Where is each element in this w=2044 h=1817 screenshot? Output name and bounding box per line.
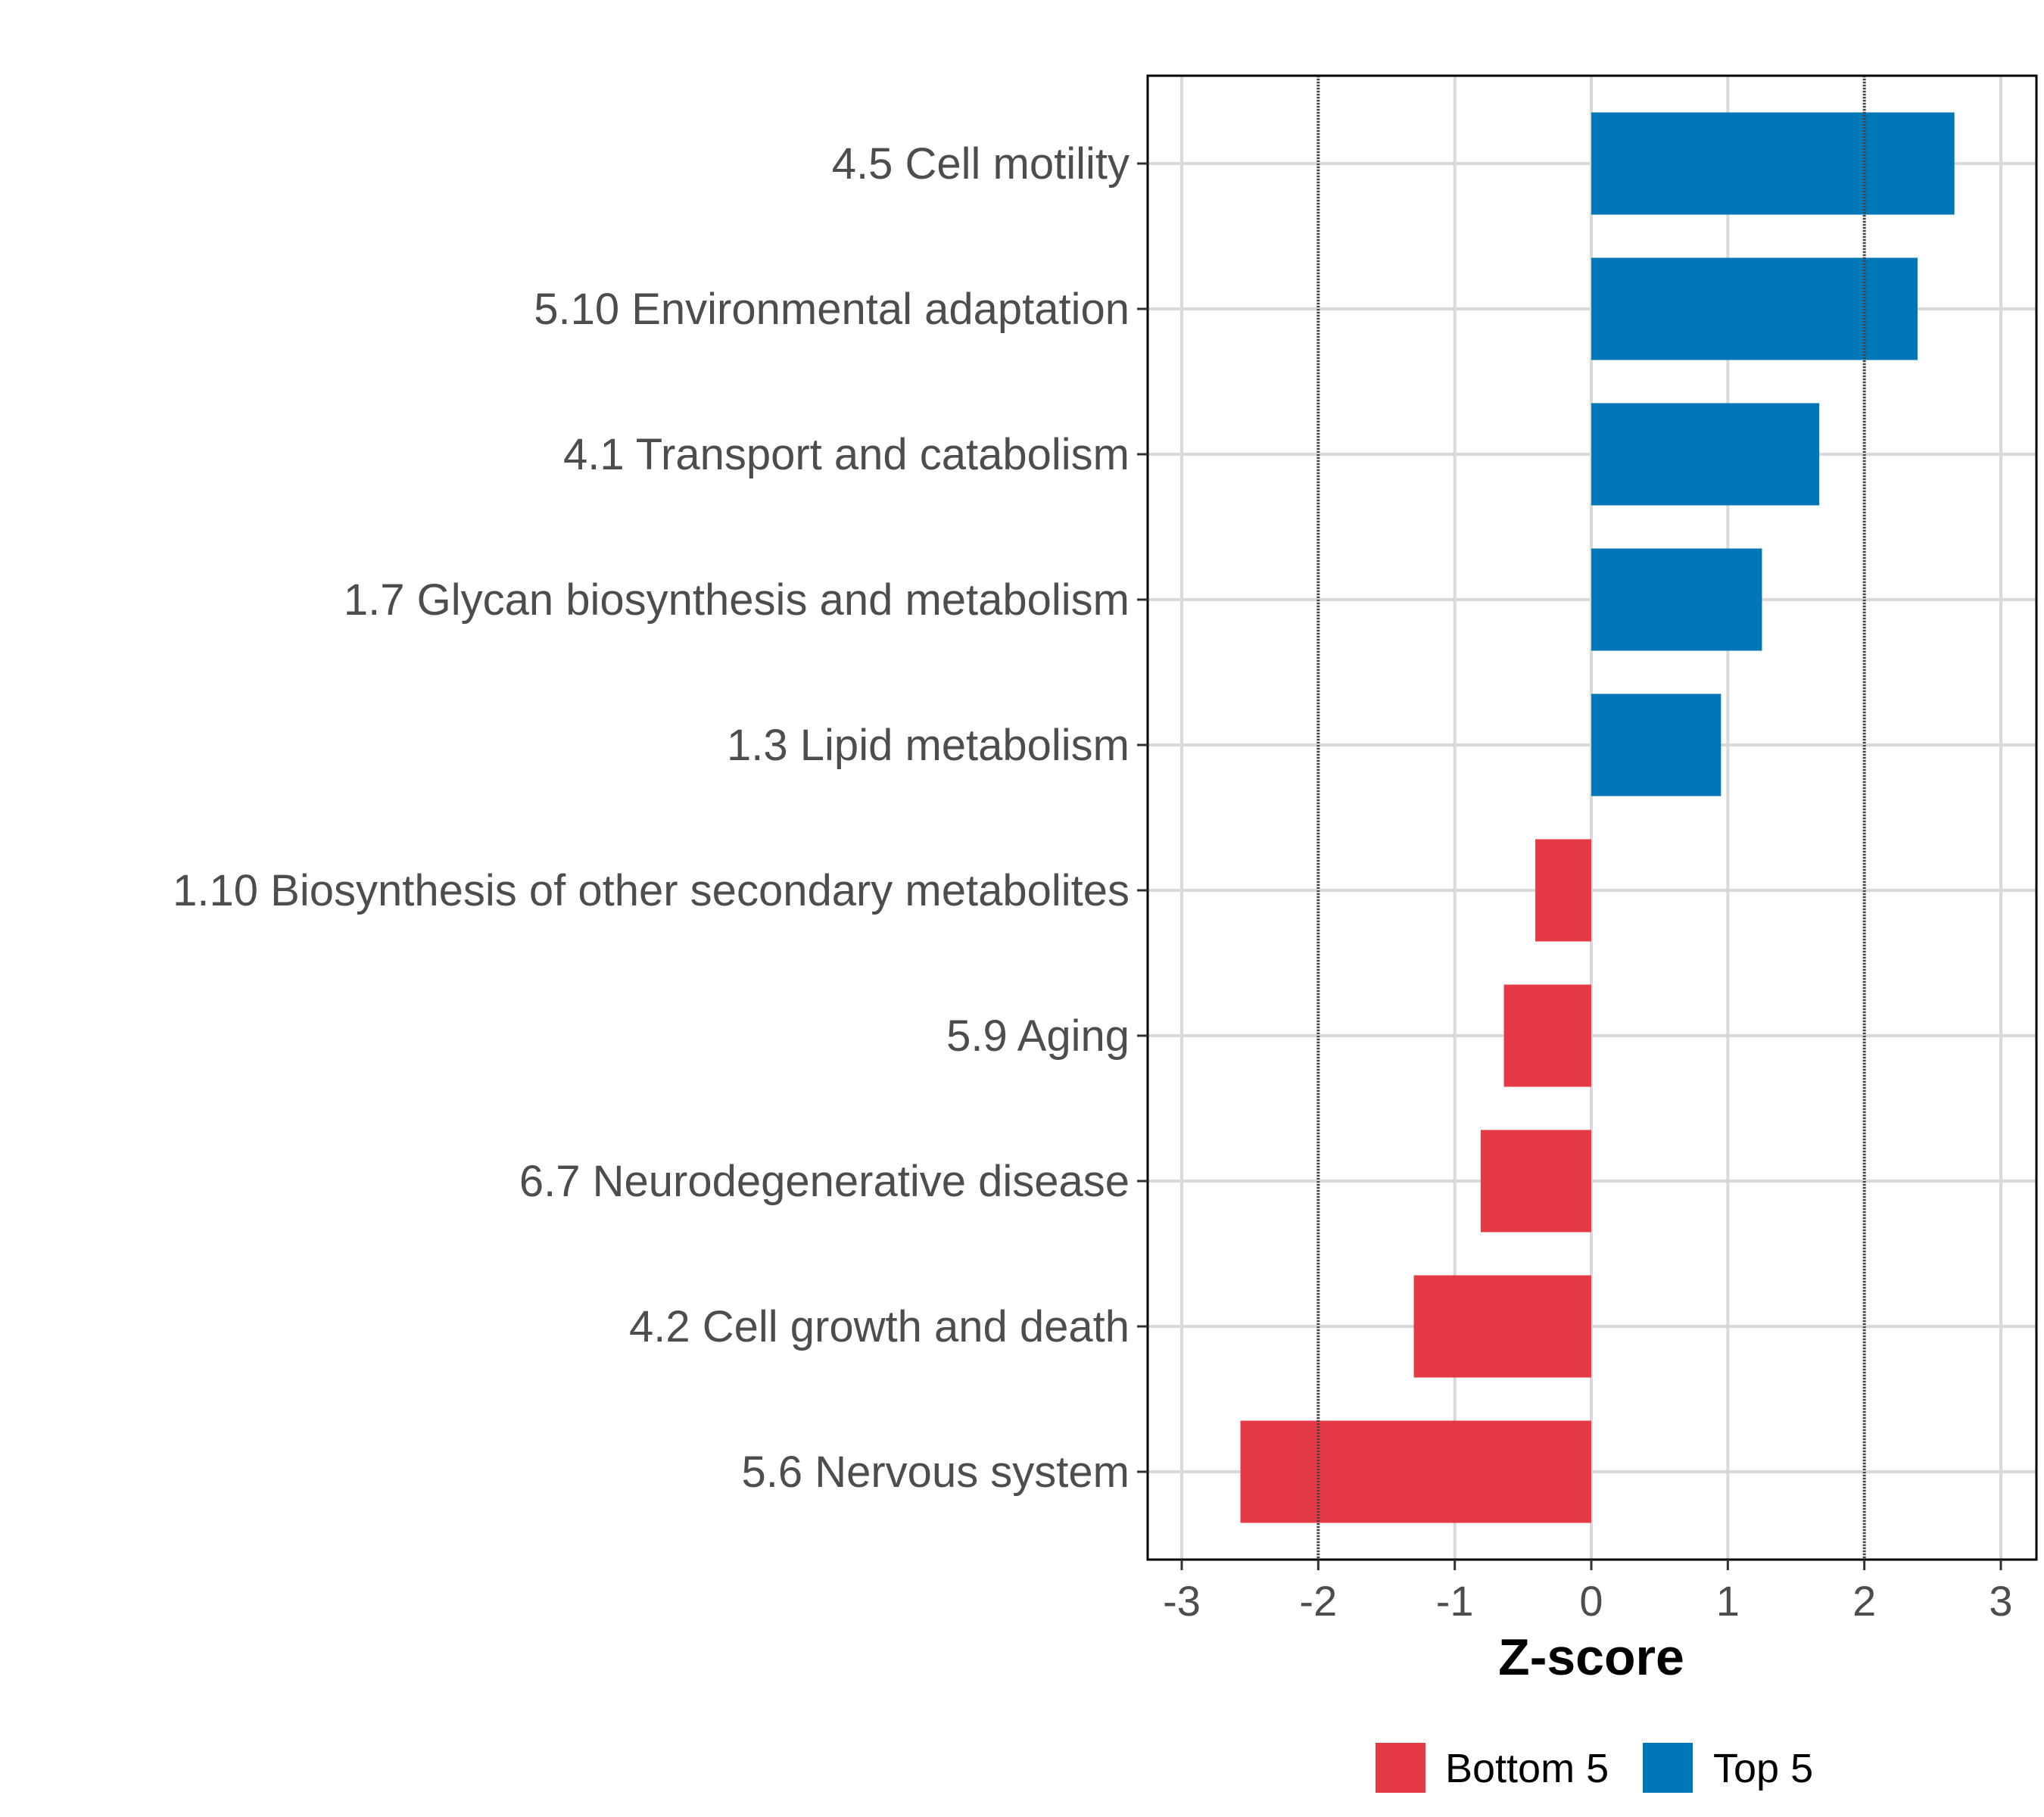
category-label: 4.2 Cell growth and death bbox=[629, 1302, 1129, 1351]
x-tick-label: -2 bbox=[1299, 1577, 1337, 1625]
bar-4-2-cell-growth-and-death bbox=[1413, 1275, 1591, 1378]
legend: Bottom 5 Top 5 bbox=[1376, 1743, 1813, 1793]
category-label: 1.7 Glycan biosynthesis and metabolism bbox=[344, 575, 1129, 625]
bars bbox=[1240, 112, 1955, 1523]
bar-5-6-nervous-system bbox=[1240, 1420, 1591, 1523]
x-tick-label: -3 bbox=[1163, 1577, 1201, 1625]
legend-swatch-top-5 bbox=[1643, 1743, 1693, 1793]
bar-6-7-neurodegenerative-disease bbox=[1480, 1130, 1591, 1233]
bar-5-10-environmental-adaptation bbox=[1591, 257, 1918, 360]
category-label: 5.9 Aging bbox=[946, 1011, 1129, 1061]
category-label: 5.10 Environmental adaptation bbox=[534, 285, 1129, 334]
category-label: 5.6 Nervous system bbox=[741, 1448, 1129, 1497]
legend-label-top-5: Top 5 bbox=[1713, 1746, 1813, 1791]
x-tick-label: 3 bbox=[1989, 1577, 2012, 1625]
legend-swatch-bottom-5 bbox=[1376, 1743, 1426, 1793]
x-tick-label: 1 bbox=[1716, 1577, 1740, 1625]
x-axis-title: Z-score bbox=[1498, 1628, 1684, 1686]
legend-label-bottom-5: Bottom 5 bbox=[1445, 1746, 1609, 1791]
category-label: 1.10 Biosynthesis of other secondary met… bbox=[173, 866, 1129, 915]
category-label: 6.7 Neurodegenerative disease bbox=[519, 1157, 1129, 1206]
bar-1-10-biosynthesis-of-other-secondary-metabolites bbox=[1535, 839, 1591, 942]
bar-4-5-cell-motility bbox=[1591, 112, 1955, 215]
reference-lines bbox=[1316, 76, 1866, 1560]
category-labels: 4.5 Cell motility 5.10 Environmental adap… bbox=[173, 139, 1148, 1497]
x-tick-label: 0 bbox=[1579, 1577, 1603, 1625]
x-tick-labels: -3 -2 -1 0 1 2 3 bbox=[1163, 1560, 2013, 1625]
bar-1-3-lipid-metabolism bbox=[1591, 693, 1722, 796]
bar-5-9-aging bbox=[1503, 984, 1591, 1087]
x-tick-label: 2 bbox=[1852, 1577, 1876, 1625]
bar-1-7-glycan-biosynthesis-and-metabolism bbox=[1591, 548, 1762, 651]
x-tick-label: -1 bbox=[1436, 1577, 1474, 1625]
bar-4-1-transport-and-catabolism bbox=[1591, 403, 1820, 506]
category-label: 4.1 Transport and catabolism bbox=[563, 430, 1129, 479]
category-label: 1.3 Lipid metabolism bbox=[727, 721, 1129, 770]
category-label: 4.5 Cell motility bbox=[832, 139, 1129, 189]
